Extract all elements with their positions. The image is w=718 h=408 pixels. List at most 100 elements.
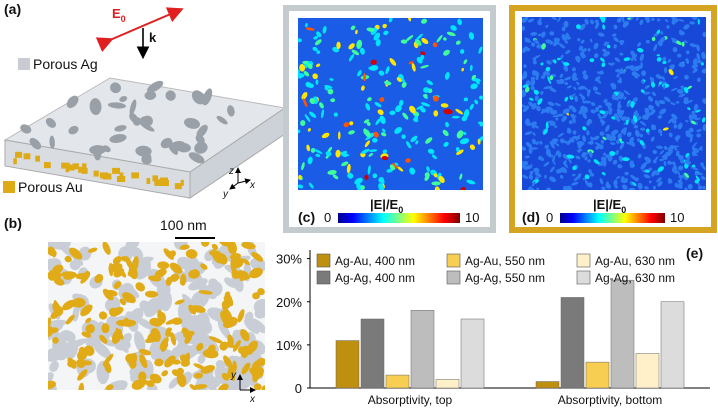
pore <box>191 90 206 105</box>
hotspot <box>533 102 537 109</box>
legend-swatch <box>446 253 461 268</box>
pore-au <box>200 242 210 247</box>
hotspot <box>381 132 387 137</box>
hotspot <box>658 81 662 85</box>
pore-ag <box>52 346 68 361</box>
pore-au <box>174 183 182 190</box>
hotspot <box>630 100 635 108</box>
hotspot <box>534 167 540 174</box>
hotspot <box>603 98 608 103</box>
hotspot <box>312 73 318 80</box>
pore <box>89 145 107 155</box>
hotspot <box>626 102 632 107</box>
hotspot <box>603 161 607 167</box>
hotspot <box>532 60 537 65</box>
hotspot <box>532 123 539 129</box>
pore <box>45 117 56 128</box>
hotspot <box>618 39 625 44</box>
hotspot <box>670 87 678 92</box>
hotspot <box>549 166 555 173</box>
hotspot <box>576 24 581 30</box>
hotspot <box>602 136 607 141</box>
hotspot <box>572 115 576 124</box>
hotspot <box>563 62 570 66</box>
pore-au <box>242 258 250 266</box>
axis-label: x <box>249 394 256 405</box>
hotspot <box>303 71 310 77</box>
hotspot <box>629 160 635 168</box>
pore-au <box>196 342 204 351</box>
hotspot <box>546 60 552 65</box>
hotspot <box>359 47 365 55</box>
pore-au <box>240 348 249 358</box>
hotspot <box>597 113 602 120</box>
pore-au <box>193 372 203 379</box>
hotspot <box>474 99 479 105</box>
hotspot <box>689 43 697 48</box>
hotspot <box>644 84 650 89</box>
hotspot <box>443 37 447 41</box>
hotspot <box>619 52 624 56</box>
pore <box>109 134 127 143</box>
hotspot <box>666 25 670 29</box>
hotspot <box>611 131 616 136</box>
pore <box>169 140 186 152</box>
colorbar-min: 0 <box>324 210 331 225</box>
hotspot <box>440 103 449 108</box>
pore-au <box>104 361 112 374</box>
hotspot <box>702 185 706 190</box>
pore-au <box>218 383 229 390</box>
hotspot <box>524 39 532 43</box>
bar <box>360 318 385 389</box>
hotspot <box>558 43 566 49</box>
pore-au <box>81 331 92 338</box>
hotspot <box>657 166 664 172</box>
hotspot <box>584 174 590 180</box>
hotspot <box>606 135 611 140</box>
hotspot <box>522 164 529 170</box>
hotspot <box>298 38 302 43</box>
hotspot <box>366 121 371 126</box>
hotspot <box>678 93 686 98</box>
hotspot <box>684 187 688 190</box>
hotspot <box>634 129 640 138</box>
hotspot <box>532 132 536 136</box>
hotspot <box>687 184 693 190</box>
hotspot <box>694 117 701 121</box>
hotspot <box>445 121 449 128</box>
hotspot <box>557 17 562 23</box>
hotspot <box>415 140 419 145</box>
hotspot <box>382 128 386 133</box>
hotspot <box>582 177 587 181</box>
hotspot <box>348 43 355 50</box>
hotspot <box>423 93 428 98</box>
hotspot <box>451 115 460 119</box>
pore-au <box>241 362 251 375</box>
hotspot <box>683 99 690 105</box>
hotspot <box>652 185 656 190</box>
legend-label: Ag-Ag, 400 nm <box>335 271 415 285</box>
hotspot <box>679 62 686 67</box>
hotspot <box>648 180 652 184</box>
bar <box>585 361 610 389</box>
hotspot <box>373 32 381 41</box>
hotspot <box>381 156 389 161</box>
hotspot <box>575 155 581 160</box>
pore-au <box>190 305 206 313</box>
pore-au <box>171 369 180 377</box>
hotspot <box>314 149 323 154</box>
hotspot <box>644 186 649 190</box>
hotspot <box>640 61 643 69</box>
hotspot <box>431 154 437 160</box>
hotspot <box>632 115 638 123</box>
pore-au <box>69 247 83 260</box>
pore-au <box>154 179 161 186</box>
hotspot <box>556 113 564 117</box>
hotspot <box>550 142 555 149</box>
hotspot <box>644 161 651 164</box>
hotspot <box>547 76 551 85</box>
hotspot <box>669 64 674 69</box>
pore-au <box>66 164 75 171</box>
hotspot <box>663 84 666 90</box>
hotspot <box>394 126 402 134</box>
